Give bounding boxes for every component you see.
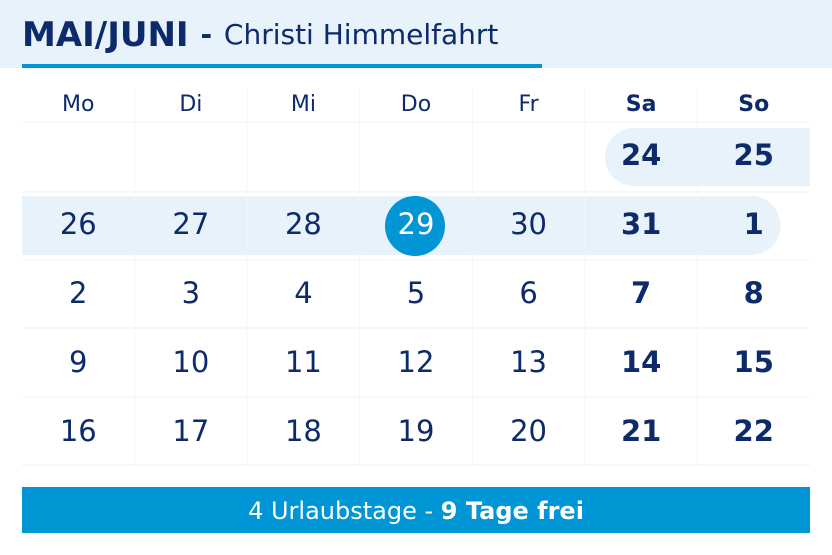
day-number: 29 [398, 207, 435, 241]
weekend-highlight [605, 128, 810, 186]
day-number: 14 [621, 345, 661, 379]
weekday-label: So [738, 92, 769, 117]
footer-text: 4 Urlaubstage - 9 Tage frei [248, 497, 584, 525]
day-number: 3 [182, 276, 200, 310]
weekday-label: Mo [62, 92, 94, 117]
day-number: 4 [294, 276, 312, 310]
day-number: 7 [631, 276, 651, 310]
day-number: 19 [398, 414, 435, 448]
footer-vacation: 4 Urlaubstage [248, 497, 417, 525]
day-number: 22 [734, 414, 774, 448]
day-number: 31 [621, 207, 661, 241]
day-number: 17 [172, 414, 209, 448]
day-number: 21 [621, 414, 661, 448]
day-number: 27 [172, 207, 209, 241]
header-band [0, 0, 832, 68]
day-number: 5 [407, 276, 425, 310]
day-number: 6 [519, 276, 537, 310]
day-number: 13 [510, 345, 547, 379]
day-number: 24 [621, 138, 661, 172]
title-main: MAI/JUNI [22, 15, 189, 55]
weekday-label: Mi [291, 92, 316, 117]
header-title: MAI/JUNI - Christi Himmelfahrt [22, 15, 498, 55]
day-number: 30 [510, 207, 547, 241]
holiday-circle [385, 196, 445, 256]
footer-free: 9 Tage frei [441, 497, 584, 525]
day-number: 18 [285, 414, 322, 448]
day-number: 11 [285, 345, 322, 379]
header-underline [22, 64, 542, 68]
day-number: 28 [285, 207, 322, 241]
day-number: 26 [60, 207, 97, 241]
day-number: 8 [744, 276, 764, 310]
day-number: 20 [510, 414, 547, 448]
footer-bar [22, 487, 810, 533]
title-subtitle: Christi Himmelfahrt [224, 18, 498, 51]
day-number: 1 [744, 207, 764, 241]
title-separator: - [200, 18, 212, 51]
footer-separator: - [424, 497, 433, 525]
weekday-label: Do [401, 92, 431, 117]
day-number: 16 [60, 414, 97, 448]
weekday-label: Di [179, 92, 202, 117]
day-number: 2 [69, 276, 87, 310]
day-number: 15 [734, 345, 774, 379]
day-number: 12 [398, 345, 435, 379]
day-number: 10 [172, 345, 209, 379]
day-number: 25 [734, 138, 774, 172]
day-number: 9 [69, 345, 87, 379]
weekday-label: Fr [519, 92, 540, 117]
weekday-label: Sa [626, 92, 657, 117]
